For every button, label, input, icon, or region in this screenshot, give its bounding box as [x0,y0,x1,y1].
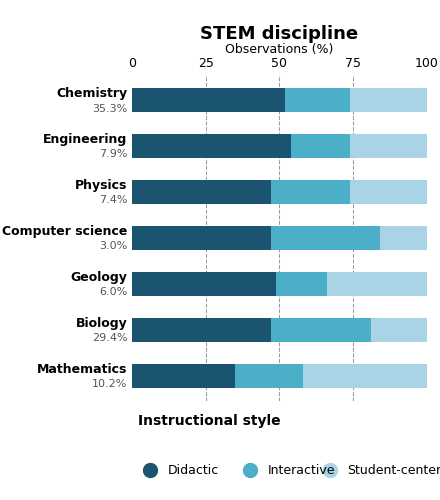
Bar [371,318,427,342]
Text: Interactive: Interactive [268,464,335,477]
Bar [132,134,291,158]
Text: Computer science: Computer science [2,225,128,238]
Text: Biology: Biology [76,317,128,330]
Bar [350,180,427,204]
Bar [271,318,371,342]
Text: Geology: Geology [71,271,128,284]
Bar [326,272,427,296]
Text: Didactic: Didactic [167,464,219,477]
Text: 6.0%: 6.0% [99,287,128,297]
Bar [276,272,326,296]
Text: Instructional style: Instructional style [138,414,281,428]
Bar [380,226,427,250]
Bar [132,88,285,112]
Text: 35.3%: 35.3% [92,104,128,114]
Bar [291,134,350,158]
Text: 7.9%: 7.9% [99,150,128,160]
Text: Chemistry: Chemistry [56,88,128,101]
Bar [350,88,427,112]
Bar [285,88,350,112]
Bar [132,180,271,204]
Text: 29.4%: 29.4% [92,333,128,343]
Text: Mathematics: Mathematics [37,363,128,376]
Text: Student-centered: Student-centered [347,464,440,477]
Bar [132,364,235,388]
Text: Engineering: Engineering [43,134,128,146]
Text: 10.2%: 10.2% [92,379,128,389]
Bar [271,180,350,204]
Bar [132,226,271,250]
Bar [271,226,380,250]
Bar [132,272,276,296]
Bar [132,318,271,342]
Title: STEM discipline: STEM discipline [200,25,359,43]
Bar [350,134,427,158]
Text: 3.0%: 3.0% [99,242,128,252]
Bar [303,364,427,388]
Bar [235,364,303,388]
Text: Physics: Physics [75,179,128,192]
X-axis label: Observations (%): Observations (%) [225,43,334,56]
Text: 7.4%: 7.4% [99,196,128,205]
